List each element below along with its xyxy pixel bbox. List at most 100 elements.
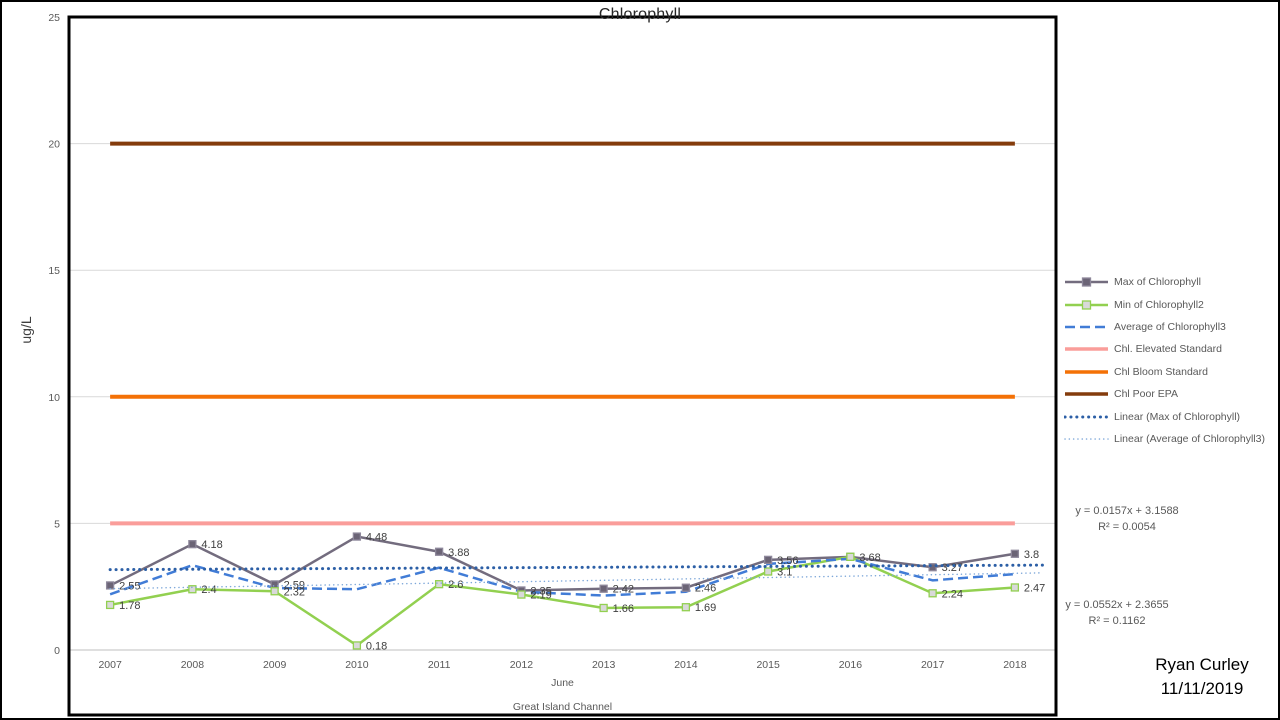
legend: Max of Chlorophyll Min of Chlorophyll2 Ave… [1064,271,1278,450]
trendline-equation-max-r2: R² = 0.0054 [1098,521,1156,533]
x-tick-label: 2008 [181,659,205,671]
legend-swatch-min-of-chlorophyll2 [1065,299,1108,310]
data-point-marker-min-of-chlorophyll2[interactable] [846,552,855,561]
x-tick-label: 2009 [263,659,287,671]
legend-label: Linear (Max of Chlorophyll) [1114,410,1241,423]
trendline-equation-avg-formula: y = 0.0552x + 2.3655 [1065,599,1169,611]
data-point-marker-min-of-chlorophyll2[interactable] [763,567,773,576]
x-tick-label: 2018 [1003,659,1027,671]
x-tick-label: 2012 [510,659,534,671]
data-point-marker-max-of-chlorophyll[interactable] [434,547,444,556]
y-tick-label: 10 [48,392,60,404]
data-label: 2.55 [119,580,140,592]
data-point-marker-max-of-chlorophyll[interactable] [352,532,362,541]
data-label: 1.66 [613,603,634,615]
series-line-average-of-chlorophyll3[interactable] [109,557,1015,597]
y-tick-label: 25 [48,12,60,24]
data-point-marker-min-of-chlorophyll2[interactable] [105,600,115,610]
data-label: 2.32 [284,586,305,598]
data-point-marker-min-of-chlorophyll2[interactable] [928,589,937,598]
x-tick-label: 2013 [592,659,616,671]
legend-item-chl-elevated-standard[interactable]: Chl. Elevated Standard [1064,338,1278,360]
legend-item-linear-max-of-chlorophyll[interactable]: Linear (Max of Chlorophyll) [1064,405,1278,427]
data-point-marker-min-of-chlorophyll2[interactable] [188,585,197,594]
x-tick-label: 2017 [921,659,945,671]
data-point-marker-max-of-chlorophyll[interactable] [270,580,279,589]
y-tick-label: 15 [48,265,60,277]
legend-label: Max of Chlorophyll [1114,276,1201,289]
y-tick-label: 20 [48,139,60,151]
chart-title: Chlorophyll [598,6,682,23]
legend-swatch-chl-poor-epa [1065,392,1108,396]
plot-area-border [67,15,1058,717]
data-label: 2.47 [1024,582,1045,594]
trendline-linear-max-of-chlorophyll[interactable] [108,563,1045,572]
data-label: 3.88 [448,547,469,559]
trendline-linear-average-of-chlorophyll3[interactable] [109,572,1044,590]
data-point-marker-max-of-chlorophyll[interactable] [763,555,773,565]
data-point-marker-max-of-chlorophyll[interactable] [681,583,691,592]
legend-item-average-of-chlorophyll3[interactable]: Average of Chlorophyll3 [1064,316,1278,338]
data-label: 4.48 [366,532,387,544]
data-label: 1.69 [695,602,716,614]
x-tick-label: 2010 [345,659,369,671]
data-label: 3.68 [859,552,880,564]
data-label: 2.4 [201,584,216,596]
data-label: 3.27 [942,562,963,574]
y-axis-title: ug/L [18,316,34,344]
data-point-marker-max-of-chlorophyll[interactable] [1010,549,1020,558]
legend-swatch-chl-bloom-standard [1065,370,1108,374]
data-label: 3.1 [777,567,792,579]
legend-swatch-max-of-chlorophyll [1065,277,1108,287]
author-name: Ryan Curley [1155,655,1249,674]
data-point-marker-min-of-chlorophyll2[interactable] [352,641,362,650]
trendline-equation-max: y = 0.0157x + 3.1588 R² = 0.0054 [1058,503,1196,535]
legend-swatch-chl-elevated-standard [1065,347,1108,352]
x-tick-label: 2014 [674,659,698,671]
legend-swatch-linear-average-of-chlorophyll3 [1064,438,1109,440]
trendline-equation-avg: y = 0.0552x + 2.3655 R² = 0.1162 [1050,597,1184,629]
data-label: 2.6 [448,579,463,591]
x-tick-label: 2011 [428,659,451,671]
legend-item-min-of-chlorophyll2[interactable]: Min of Chlorophyll2 [1064,293,1278,315]
legend-item-chl-bloom-standard[interactable]: Chl Bloom Standard [1064,361,1278,383]
data-label: 2.42 [613,584,634,596]
series-line-max-of-chlorophyll[interactable] [109,535,1016,592]
data-label: 2.35 [530,585,551,597]
legend-label: Linear (Average of Chlorophyll3) [1114,432,1265,445]
data-label: 3.56 [777,555,798,567]
legend-label: Chl. Elevated Standard [1114,343,1222,356]
data-label: 1.78 [119,600,140,612]
legend-swatch-linear-max-of-chlorophyll [1064,415,1109,419]
legend-swatch-average-of-chlorophyll3 [1065,325,1108,329]
x-tick-label: 2016 [839,659,863,671]
trendline-equation-avg-r2: R² = 0.1162 [1088,615,1146,627]
data-point-marker-max-of-chlorophyll[interactable] [105,581,115,590]
data-point-marker-min-of-chlorophyll2[interactable] [599,603,608,613]
data-label: 2.24 [942,588,963,600]
data-point-marker-min-of-chlorophyll2[interactable] [517,590,526,599]
data-point-marker-max-of-chlorophyll[interactable] [928,563,937,572]
data-label: 4.18 [201,539,222,551]
x-axis-subtitle: Great Island Channel [513,701,612,713]
legend-item-chl-poor-epa[interactable]: Chl Poor EPA [1064,383,1278,405]
y-tick-label: 5 [54,518,60,530]
data-label: 3.8 [1024,549,1039,561]
x-tick-label: 2015 [756,659,780,671]
data-point-marker-max-of-chlorophyll[interactable] [599,584,608,593]
data-point-marker-min-of-chlorophyll2[interactable] [681,603,691,612]
data-point-marker-max-of-chlorophyll[interactable] [188,540,197,549]
legend-item-linear-average-of-chlorophyll3[interactable]: Linear (Average of Chlorophyll3) [1064,428,1278,450]
trendline-equation-max-formula: y = 0.0157x + 3.1588 [1075,505,1179,517]
legend-label: Chl Bloom Standard [1114,365,1208,378]
data-label: 2.19 [530,590,551,602]
x-axis-title: June [551,677,574,689]
data-point-marker-min-of-chlorophyll2[interactable] [270,587,279,596]
data-point-marker-min-of-chlorophyll2[interactable] [434,580,444,589]
x-tick-label: 2007 [98,659,122,671]
legend-label: Min of Chlorophyll2 [1114,298,1204,311]
legend-item-max-of-chlorophyll[interactable]: Max of Chlorophyll [1064,271,1278,293]
data-point-marker-min-of-chlorophyll2[interactable] [1010,583,1020,592]
